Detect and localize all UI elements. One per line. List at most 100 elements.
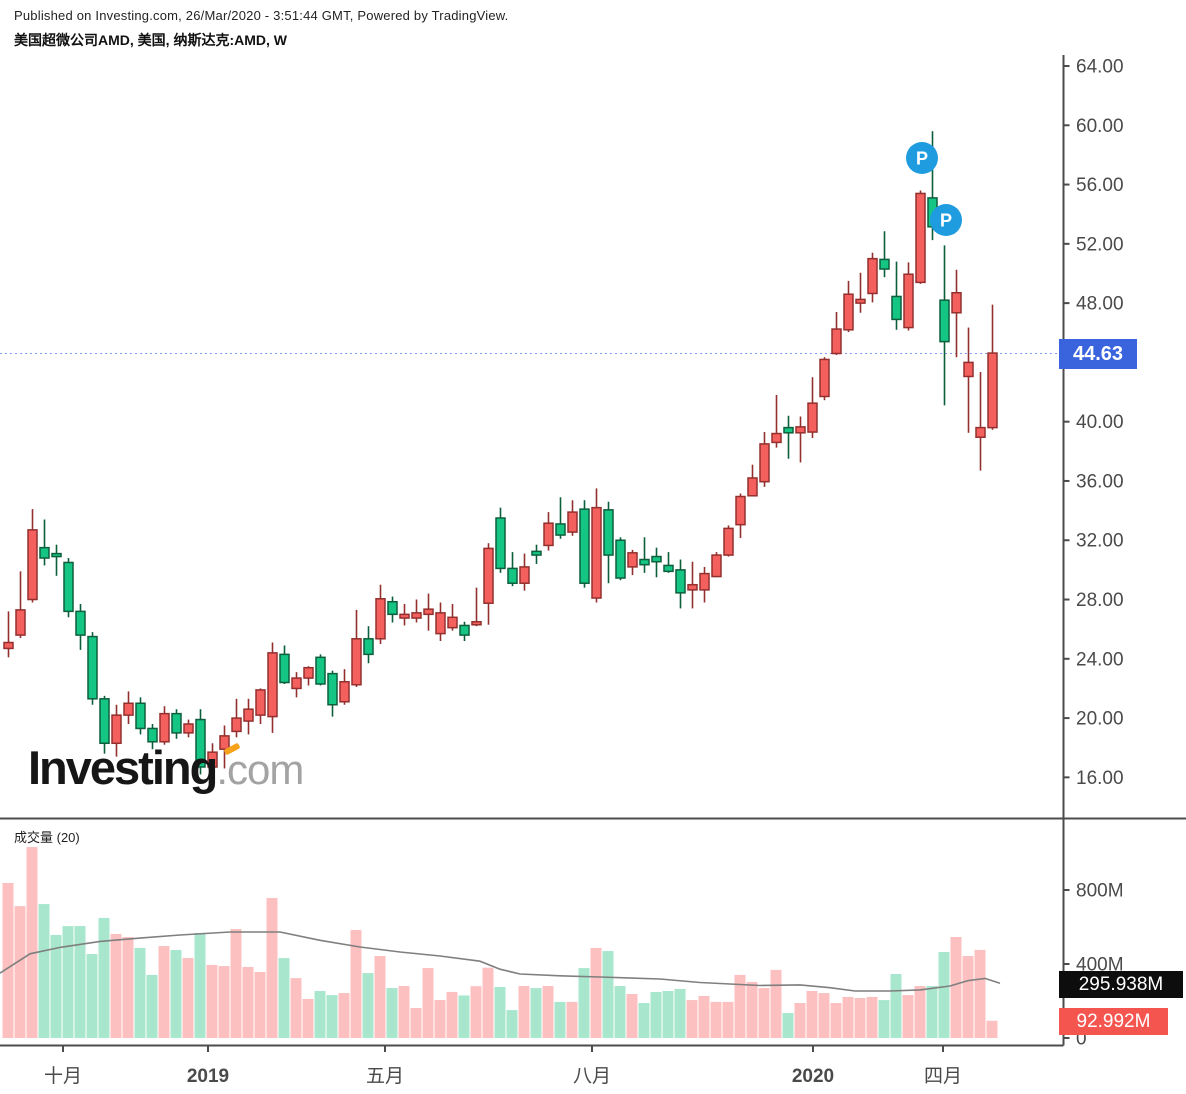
- volume-bar: [746, 981, 758, 1038]
- axis-tick-label: 56.00: [1076, 175, 1124, 196]
- candle-body: [855, 298, 866, 304]
- candle-body: [459, 624, 470, 636]
- candle-body: [135, 702, 146, 730]
- axis-tick-label: 24.00: [1076, 649, 1124, 670]
- volume-bar: [602, 951, 614, 1038]
- candle-body: [399, 613, 410, 619]
- volume-bar: [2, 882, 14, 1038]
- volume-bar: [314, 991, 326, 1038]
- volume-bar: [170, 949, 182, 1038]
- candle-body: [195, 718, 206, 768]
- volume-bar: [230, 929, 242, 1038]
- volume-bar: [374, 956, 386, 1038]
- volume-bar: [782, 1013, 794, 1038]
- volume-bar: [206, 964, 218, 1038]
- candle-body: [747, 477, 758, 497]
- candle-body: [843, 293, 854, 331]
- axis-tick-label: 60.00: [1076, 116, 1124, 137]
- candle-body: [471, 621, 482, 626]
- axis-tick-label: 四月: [924, 1066, 962, 1087]
- volume-bar: [686, 1000, 698, 1038]
- axis-tick-label: 20.00: [1076, 709, 1124, 730]
- axis-tick-label: 800M: [1076, 881, 1124, 902]
- volume-bar: [434, 1000, 446, 1038]
- axis-tick-label: 2019: [187, 1066, 229, 1087]
- candle-body: [759, 443, 770, 483]
- axis-tick-label: 2020: [792, 1066, 834, 1087]
- volume-bar: [26, 847, 38, 1038]
- volume-indicator-label[interactable]: 成交量 (20): [14, 830, 80, 845]
- volume-bar: [674, 988, 686, 1038]
- volume-bar: [758, 988, 770, 1038]
- candles: [3, 131, 998, 775]
- volume-bar: [722, 1001, 734, 1038]
- volume-bar: [158, 946, 170, 1038]
- candle-body: [579, 508, 590, 584]
- p-marker-circle[interactable]: [930, 204, 962, 236]
- volume-bar: [854, 998, 866, 1038]
- candle-body: [231, 717, 242, 733]
- investing-logo-suffix: .com: [216, 746, 304, 793]
- volume-bar: [494, 986, 506, 1038]
- candle-body: [507, 567, 518, 584]
- volume-bar: [650, 991, 662, 1038]
- p-marker[interactable]: P: [930, 204, 962, 236]
- volume-bar: [578, 968, 590, 1038]
- volume-bar: [986, 1020, 998, 1038]
- axis-tick-label: 52.00: [1076, 234, 1124, 255]
- p-marker[interactable]: P: [906, 142, 938, 174]
- axis-tick-label: 八月: [573, 1066, 611, 1087]
- candle-body: [603, 509, 614, 556]
- volume-bar: [338, 993, 350, 1038]
- candle-body: [207, 751, 218, 768]
- volume-bar: [866, 996, 878, 1038]
- candle-body: [555, 523, 566, 536]
- candle-body: [531, 550, 542, 556]
- volume-bar: [458, 995, 470, 1038]
- volume-bar: [614, 986, 626, 1038]
- volume-bar: [794, 1003, 806, 1038]
- candle-body: [75, 610, 86, 636]
- candle-body: [987, 352, 998, 429]
- candle-body: [363, 638, 374, 656]
- candle-body: [711, 554, 722, 578]
- axis-tick-label: 48.00: [1076, 294, 1124, 315]
- volume-bar: [566, 1001, 578, 1038]
- candle-body: [567, 511, 578, 533]
- p-marker-circle[interactable]: [906, 142, 938, 174]
- candle-body: [591, 506, 602, 599]
- candle-body: [975, 426, 986, 438]
- candle-body: [111, 714, 122, 745]
- volume-bar: [518, 986, 530, 1038]
- axis-tick-label: 十月: [44, 1065, 82, 1087]
- volume-bar: [542, 986, 554, 1038]
- candle-body: [675, 569, 686, 594]
- volume-bar: [62, 926, 74, 1038]
- volume-bar: [734, 974, 746, 1038]
- volume-bar: [50, 934, 62, 1038]
- candle-body: [519, 566, 530, 584]
- volume-bar: [974, 949, 986, 1038]
- candle-body: [39, 546, 50, 559]
- candle-body: [147, 727, 158, 743]
- volume-bar: [98, 917, 110, 1038]
- volume-ma-line: [0, 931, 1001, 992]
- volume-bar: [110, 934, 122, 1038]
- volume-bar: [626, 993, 638, 1038]
- candle-body: [915, 192, 926, 284]
- volume-bar: [134, 947, 146, 1038]
- volume-bar: [410, 1008, 422, 1038]
- volume-bars: [2, 847, 998, 1038]
- candle-body: [939, 299, 950, 343]
- volume-bar: [482, 967, 494, 1038]
- candle-body: [171, 712, 182, 734]
- p-marker-label: P: [916, 149, 928, 169]
- volume-bar: [242, 966, 254, 1038]
- candle-body: [699, 572, 710, 591]
- volume-bar: [962, 956, 974, 1038]
- candle-body: [807, 402, 818, 433]
- candle-body: [651, 555, 662, 563]
- volume-ma-badge: 295.938M: [1059, 971, 1183, 998]
- volume-bar: [470, 986, 482, 1038]
